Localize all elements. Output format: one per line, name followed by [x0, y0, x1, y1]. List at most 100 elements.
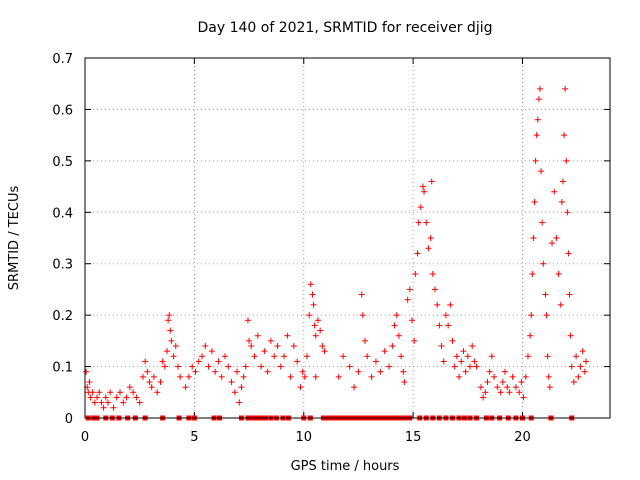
data-point — [442, 312, 449, 319]
data-point — [294, 358, 301, 365]
data-point — [150, 373, 157, 380]
chart-title: Day 140 of 2021, SRMTID for receiver dji… — [198, 20, 493, 36]
data-point — [261, 348, 268, 355]
data-point — [174, 363, 181, 370]
data-point — [451, 363, 458, 370]
data-point — [462, 368, 469, 375]
data-point — [290, 343, 297, 349]
data-point — [130, 389, 137, 396]
data-point — [381, 348, 388, 355]
data-point — [117, 389, 123, 396]
data-point — [553, 235, 560, 241]
data-point — [231, 389, 238, 396]
data-point — [297, 384, 304, 391]
data-point — [277, 363, 284, 370]
data-point — [577, 363, 584, 370]
data-point — [567, 332, 574, 339]
data-point — [89, 389, 96, 396]
data-point — [139, 373, 146, 380]
data-point — [126, 384, 133, 391]
data-point — [251, 353, 258, 360]
data-point — [386, 363, 393, 370]
data-point — [335, 373, 342, 380]
data-point — [368, 373, 375, 380]
data-point — [491, 373, 498, 380]
data-point — [218, 373, 225, 380]
data-point — [228, 379, 235, 385]
x-tick-label: 5 — [190, 430, 198, 445]
data-point — [573, 353, 580, 360]
data-point — [432, 286, 438, 293]
data-point — [582, 358, 589, 365]
data-point — [161, 363, 168, 370]
y-tick-label: 0.4 — [52, 206, 73, 221]
data-point — [284, 332, 291, 339]
data-point — [555, 271, 562, 277]
data-point — [570, 379, 577, 385]
data-point — [545, 373, 552, 380]
data-point — [445, 322, 452, 329]
data-point — [189, 363, 196, 370]
data-point — [406, 286, 413, 293]
data-point — [542, 291, 549, 298]
data-point — [107, 389, 114, 396]
data-point — [419, 183, 426, 190]
data-point — [195, 358, 202, 365]
data-point — [400, 368, 407, 375]
data-point — [274, 343, 281, 349]
data-point — [100, 404, 107, 411]
data-point — [142, 358, 149, 365]
y-tick-label: 0.1 — [52, 361, 73, 376]
y-axis-label: SRMTID / TECUs — [7, 186, 22, 291]
data-point — [502, 368, 508, 375]
data-point — [359, 312, 366, 319]
data-point — [411, 337, 418, 344]
y-tick-label: 0.7 — [52, 52, 73, 67]
data-point — [456, 373, 463, 380]
x-tick-label: 0 — [81, 430, 89, 445]
data-point — [473, 363, 480, 370]
data-point — [240, 373, 247, 380]
data-point — [563, 157, 570, 164]
data-point — [215, 358, 222, 365]
data-point — [512, 384, 519, 391]
data-point — [246, 337, 253, 344]
data-point — [205, 363, 212, 370]
data-point — [522, 373, 529, 380]
data-point — [440, 358, 447, 365]
data-point — [254, 332, 261, 339]
data-point — [449, 337, 456, 344]
data-point — [317, 327, 324, 334]
data-point — [123, 394, 130, 401]
data-point — [540, 260, 547, 267]
data-point — [391, 322, 398, 329]
data-point — [509, 373, 516, 380]
tick-labels: 0 0.1 0.2 0.3 0.4 0.5 0.6 0.7 0 5 10 15 20 — [52, 52, 530, 445]
data-point — [208, 348, 215, 355]
data-point — [566, 291, 573, 298]
data-point — [159, 358, 166, 365]
data-point — [319, 343, 326, 349]
data-point — [312, 373, 319, 380]
data-point — [301, 373, 308, 380]
data-point — [311, 322, 318, 329]
data-point — [98, 399, 105, 406]
data-point — [453, 353, 460, 360]
data-point — [113, 394, 120, 401]
data-point — [518, 379, 525, 385]
data-point — [165, 317, 172, 324]
data-point — [558, 199, 565, 205]
data-point — [564, 209, 571, 216]
data-point — [425, 245, 432, 252]
data-point — [531, 199, 538, 205]
y-tick-label: 0.6 — [52, 103, 73, 118]
data-point — [304, 353, 311, 360]
data-point — [447, 301, 454, 308]
data-point — [146, 379, 153, 385]
data-point — [185, 373, 192, 380]
data-point — [299, 368, 306, 375]
data-point — [372, 358, 379, 365]
data-point — [120, 399, 127, 406]
data-point — [482, 389, 489, 396]
data-point — [144, 368, 151, 375]
